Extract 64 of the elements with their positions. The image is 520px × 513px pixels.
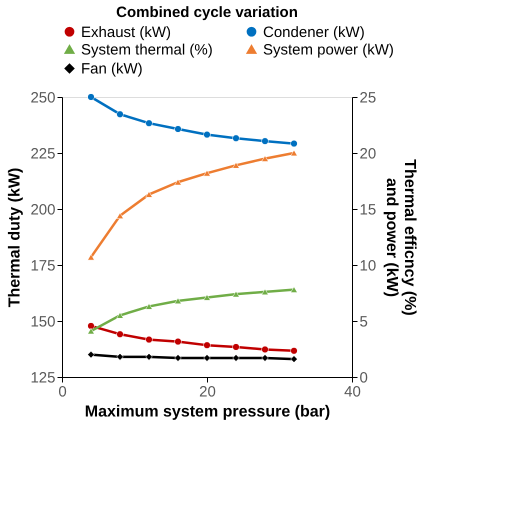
point	[290, 150, 298, 156]
point	[145, 120, 153, 127]
point	[203, 170, 211, 176]
point	[116, 212, 124, 219]
point	[145, 353, 153, 360]
point	[174, 354, 182, 362]
point	[174, 338, 182, 346]
y2-tick-label: 10	[360, 258, 376, 274]
point	[261, 288, 269, 296]
chart-title: Combined cycle variation	[116, 4, 298, 21]
point	[116, 312, 124, 319]
point	[203, 342, 211, 349]
point	[87, 350, 95, 358]
point	[261, 138, 269, 145]
legend-label: Exhaust (kW)	[81, 24, 172, 41]
legend-label: Condener (kW)	[263, 24, 365, 41]
point	[232, 343, 240, 351]
point	[87, 93, 95, 101]
point	[261, 354, 269, 362]
point	[174, 178, 182, 186]
legend-label: System thermal (%)	[81, 42, 213, 58]
point	[87, 322, 95, 330]
y-axis-title: Thermal duty (kW)	[6, 168, 24, 308]
y2-tick-label: 0	[360, 370, 368, 386]
point	[145, 303, 153, 310]
y-tick-label: 175	[30, 258, 56, 274]
legend-label: Fan (kW)	[81, 60, 143, 78]
x-axis-title: Maximum system pressure (bar)	[84, 404, 330, 420]
legend-label: System power (kW)	[263, 42, 394, 58]
point	[290, 286, 298, 293]
point	[261, 155, 269, 162]
point	[116, 110, 124, 118]
point	[290, 355, 298, 363]
x-tick-label: 20	[199, 384, 216, 400]
point	[232, 162, 240, 168]
x-tick-label: 40	[344, 384, 361, 400]
point	[174, 298, 182, 304]
point	[116, 353, 124, 360]
point	[87, 328, 95, 334]
point	[261, 346, 269, 354]
point	[232, 134, 240, 142]
x-tick-label: 0	[58, 384, 67, 400]
y2-tick-label: 5	[360, 314, 368, 330]
point	[203, 354, 211, 362]
point	[203, 294, 211, 301]
y2-tick-label: 25	[360, 90, 376, 106]
point	[232, 290, 240, 298]
y-tick-label: 200	[30, 202, 56, 218]
y-tick-label: 150	[30, 314, 56, 330]
point	[203, 131, 211, 138]
point	[232, 354, 240, 362]
y2-tick-label: 20	[360, 146, 376, 162]
y-tick-label: 125	[30, 370, 56, 386]
point	[116, 330, 124, 338]
point	[174, 125, 182, 133]
y-tick-label: 225	[30, 146, 56, 162]
point	[87, 254, 95, 260]
y-tick-label: 250	[30, 90, 56, 106]
point	[290, 140, 298, 148]
point	[145, 191, 153, 198]
y2-axis-title: Thermal efficncy (%) and power (kW)	[383, 159, 418, 316]
y2-tick-label: 15	[360, 202, 376, 218]
point	[290, 347, 298, 354]
point	[145, 336, 153, 344]
